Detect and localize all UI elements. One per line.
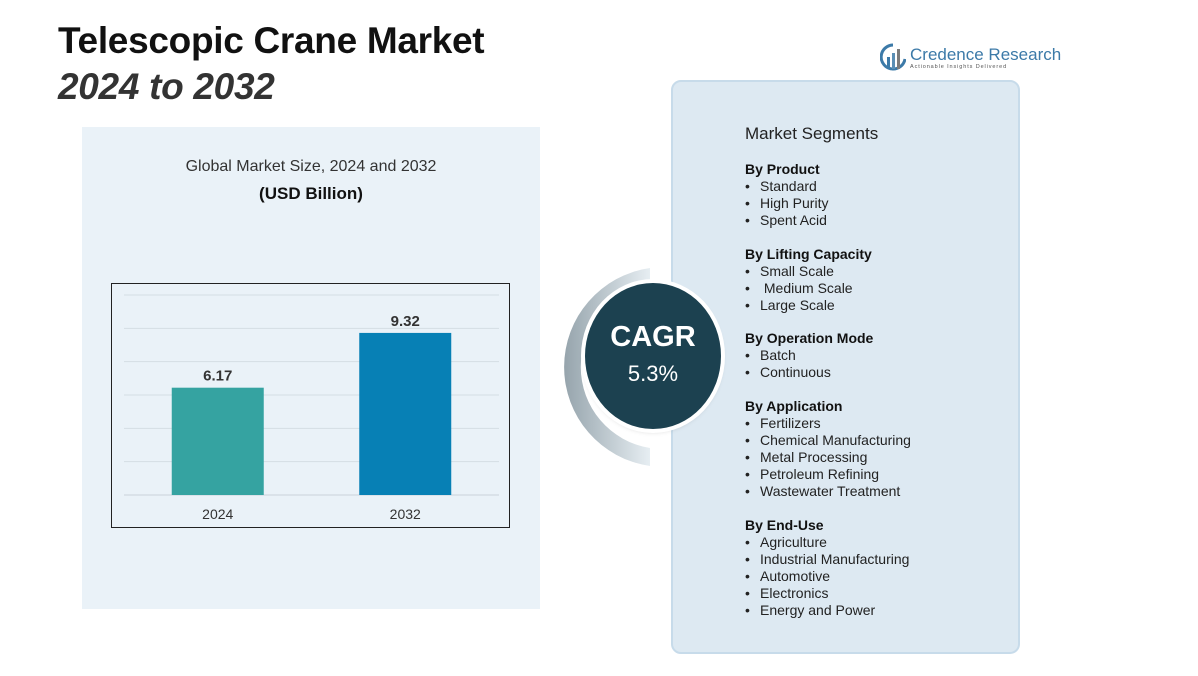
segment-item-label: Electronics [760,585,829,602]
bullet-icon: • [745,279,750,296]
credence-research-logo[interactable]: Credence Research Actionable Insights De… [880,43,1061,73]
segment-group: By Application • Fertilizers • Chemical Manu… [745,398,1015,501]
segment-item: • Large Scale [745,297,1015,314]
bar-value-label: 9.32 [391,313,420,330]
segment-item: • Chemical Manufacturing [745,432,1015,449]
segment-item-label: Large Scale [760,297,835,314]
cagr-value: 5.3% [627,361,679,386]
segment-group-title: By End-Use [745,516,824,533]
segment-item-label: Agriculture [760,533,827,550]
segment-item-label: Medium Scale [760,279,853,296]
bullet-icon: • [745,602,750,619]
segment-item: • Medium Scale [745,280,1015,297]
segment-item-label: Fertilizers [760,414,821,431]
segment-item: • Automotive [745,568,1015,585]
cagr-badge: CAGR 5.3% [585,283,721,429]
page-subtitle-years: 2024 to 2032 [58,66,275,107]
segment-group-title: By Operation Mode [745,330,874,347]
segments-heading: Market Segments [745,124,879,143]
segment-group: By Operation Mode • Batch • Continuous [745,330,1015,381]
bullet-icon: • [745,449,750,466]
bullet-icon: • [745,212,750,229]
bullet-icon: • [745,533,750,550]
segment-item: • Standard [745,178,1015,195]
bullet-icon: • [745,297,750,314]
segment-group-title: By Application [745,397,843,414]
segment-item-label: Metal Processing [760,449,868,466]
segment-item-label: Petroleum Refining [760,466,880,483]
segment-item-label: Standard [760,178,817,194]
bullet-icon: • [745,347,750,364]
cagr-arc-decoration [564,268,650,466]
segment-item: • Small Scale [745,263,1015,280]
chart-subtitle: (USD Billion) [259,184,363,203]
chart-title: Global Market Size, 2024 and 2032 [185,158,437,175]
segment-item-label: Wastewater Treatment [760,483,901,500]
segment-item: • Petroleum Refining [745,466,1015,483]
segment-group: By Product • Standard • High Purity • Spent Ac… [745,161,1015,230]
segment-item: • Spent Acid [745,212,1015,229]
bullet-icon: • [745,550,750,567]
segment-item: • Industrial Manufacturing [745,551,1015,568]
bar-2024 [171,387,264,495]
segment-group-title: By Product [745,161,820,177]
segment-item-label: Spent Acid [760,212,827,229]
credence-logo-icon [880,43,906,71]
cagr-label: CAGR [610,321,696,353]
segment-item-label: High Purity [760,195,829,212]
segment-item-label: Chemical Manufacturing [760,431,911,448]
bullet-icon: • [745,364,750,381]
segment-item-label: Small Scale [760,262,834,279]
bar-chart-canvas: 6.17 2024 9.32 2032 [124,294,499,522]
bullet-icon: • [745,568,750,585]
bullet-icon: • [745,585,750,602]
segment-item: • Metal Processing [745,449,1015,466]
segment-item-label: Energy and Power [760,602,876,619]
segment-item-label: Continuous [760,364,831,381]
logo-tagline: Actionable Insights Delivered [910,64,1008,70]
x-tick-label: 2024 [202,506,233,522]
bar-2032 [359,332,452,495]
bullet-icon: • [745,262,750,279]
segment-item: • Batch [745,347,1015,364]
segment-item-label: Automotive [760,568,831,585]
segment-group-title: By Lifting Capacity [745,245,872,262]
bullet-icon: • [745,431,750,448]
bullet-icon: • [745,414,750,431]
segment-item-label: Batch [760,347,796,364]
segment-group: By Lifting Capacity • Small Scale • Medium … [745,246,1015,315]
segments-list: By Product • Standard • High Purity • Spent Ac… [745,161,1015,636]
segment-item: • Fertilizers [745,415,1015,432]
segment-item-label: Industrial Manufacturing [760,550,910,567]
bullet-icon: • [745,483,750,500]
segment-item: • Continuous [745,364,1015,381]
bar-chart: 6.17 2024 9.32 2032 [111,283,510,528]
bullet-icon: • [745,466,750,483]
bullet-icon: • [745,178,750,194]
logo-name: Credence Research [910,45,1062,64]
segment-item: • Agriculture [745,534,1015,551]
segment-item: • Wastewater Treatment [745,483,1015,500]
segment-group: By End-Use • Agriculture • Industrial Manufa… [745,517,1015,620]
bar-value-label: 6.17 [203,368,232,385]
segment-item: • Electronics [745,585,1015,602]
page-title: Telescopic Crane Market [58,20,485,61]
x-tick-label: 2032 [390,506,421,522]
segment-item: • Energy and Power [745,602,1015,619]
bullet-icon: • [745,195,750,212]
segment-item: • High Purity [745,195,1015,212]
